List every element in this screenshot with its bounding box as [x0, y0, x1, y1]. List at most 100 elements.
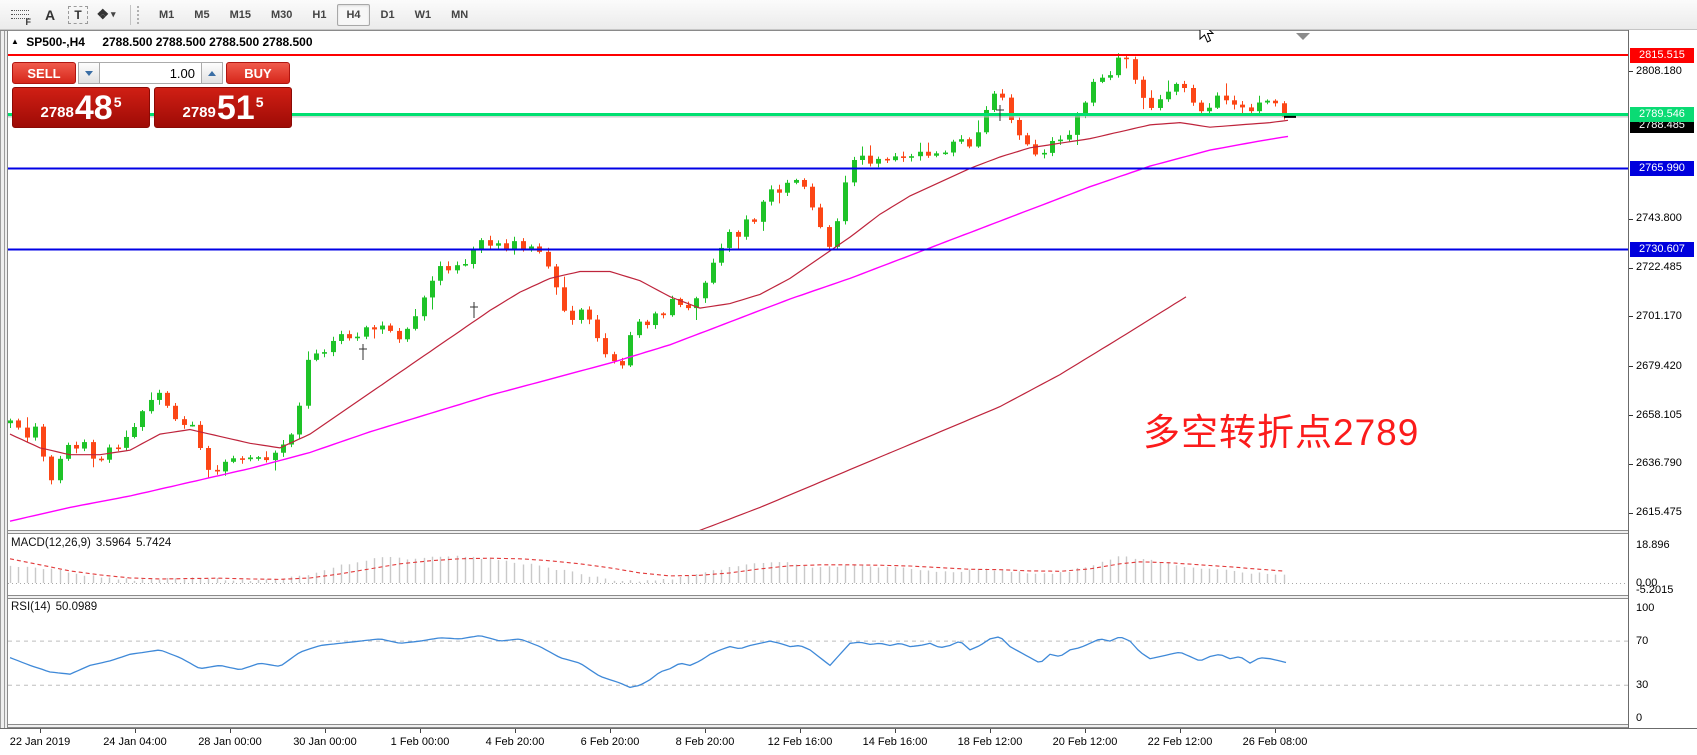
dropdown-arrow-icon: ▾	[111, 9, 116, 19]
buy-price-prefix: 2789	[182, 104, 216, 121]
price-tick	[1629, 316, 1633, 318]
timeframe-d1[interactable]: D1	[380, 8, 395, 21]
time-label: 30 Jan 00:00	[293, 736, 357, 748]
price-label: 2808.180	[1636, 64, 1682, 77]
time-tick	[1275, 729, 1276, 733]
toolbar-separator	[130, 4, 131, 25]
macd-main-value: 3.5964	[95, 537, 132, 549]
rsi-indicator-label: RSI(14) 50.0989	[11, 601, 102, 613]
price-tick	[1629, 463, 1633, 465]
down-arrow-icon	[85, 70, 93, 76]
rsi-axis-label: 70	[1636, 635, 1649, 648]
time-tick	[40, 729, 41, 733]
time-label: 18 Feb 12:00	[957, 736, 1023, 748]
time-label: 4 Feb 20:00	[485, 736, 545, 748]
text-box-icon[interactable]: T	[68, 5, 88, 24]
price-badge-green: 2789.546	[1630, 107, 1694, 123]
time-label: 6 Feb 20:00	[580, 736, 640, 748]
time-label: 14 Feb 16:00	[862, 736, 928, 748]
price-axis[interactable]: 2815.515 2808.180 2789.546 2788.485 2765.990…	[1628, 30, 1697, 728]
price-tick	[1629, 512, 1633, 514]
time-label: 22 Jan 2019	[9, 736, 71, 748]
macd-axis-label: 0.00	[1636, 577, 1658, 589]
up-arrow-icon	[208, 70, 216, 76]
price-label: 2658.105	[1636, 408, 1682, 421]
macd-name: MACD(12,26,9)	[11, 537, 91, 549]
time-tick	[230, 729, 231, 733]
timeframe-h1[interactable]: H1	[312, 8, 327, 21]
sell-button[interactable]: SELL	[12, 62, 76, 84]
symbol-period-label: SP500-,H4	[26, 35, 85, 49]
ohlc-quotes-label: 2788.500 2788.500 2788.500 2788.500	[102, 35, 313, 49]
sell-price-sup: 5	[113, 94, 122, 110]
time-label: 20 Feb 12:00	[1052, 736, 1118, 748]
rsi-name: RSI(14)	[11, 601, 51, 613]
time-tick	[325, 729, 326, 733]
price-badge-blue: 2765.990	[1630, 161, 1694, 177]
price-tick	[1629, 415, 1633, 417]
timeframe-mn[interactable]: MN	[451, 8, 469, 21]
time-tick	[420, 729, 421, 733]
text-label-icon[interactable]: A	[44, 6, 56, 23]
fibonacci-retracement-icon[interactable]: F	[8, 4, 32, 27]
buy-price-sup: 5	[255, 94, 264, 110]
timeframe-bar: M1 M5 M15 M30 H1 H4 D1 W1 MN	[150, 3, 479, 26]
time-tick	[1085, 729, 1086, 733]
buy-price-big: 51	[216, 88, 255, 127]
toolbar-grip[interactable]	[137, 5, 142, 24]
price-tick	[1629, 267, 1633, 269]
price-badge-blue: 2730.607	[1630, 242, 1694, 258]
buy-price-button[interactable]: 2789 51 5	[154, 87, 292, 128]
collapse-arrow-icon[interactable]: ▲	[11, 37, 19, 46]
time-tick	[705, 729, 706, 733]
rsi-axis-label: 0	[1636, 712, 1643, 725]
time-tick	[895, 729, 896, 733]
macd-axis-label: -5.2015	[1636, 584, 1674, 596]
time-tick	[800, 729, 801, 733]
price-label: 2679.420	[1636, 359, 1682, 372]
price-tick	[1629, 366, 1633, 368]
time-tick	[990, 729, 991, 733]
pane-divider-macd-rsi[interactable]	[8, 595, 1628, 599]
timeframe-m5[interactable]: M5	[194, 8, 210, 21]
time-label: 12 Feb 16:00	[767, 736, 833, 748]
fibonacci-lines-glyph: F	[11, 7, 31, 27]
timeframe-w1[interactable]: W1	[414, 8, 432, 21]
rsi-axis-label: 30	[1636, 679, 1649, 692]
macd-signal-value: 5.7424	[136, 537, 172, 549]
time-label: 22 Feb 12:00	[1147, 736, 1213, 748]
buy-button[interactable]: BUY	[226, 62, 290, 84]
pane-divider-main-macd[interactable]	[8, 530, 1628, 534]
price-label: 2722.485	[1636, 261, 1682, 274]
arrows-tool-icon[interactable]: ❖ ▾	[94, 4, 118, 26]
price-tick	[1629, 71, 1633, 73]
timeframe-m30[interactable]: M30	[270, 8, 293, 21]
price-badge-red: 2815.515	[1630, 48, 1694, 63]
macd-indicator-label: MACD(12,26,9) 3.5964 5.7424	[11, 537, 176, 549]
chart-title: ▲ SP500-,H4 2788.500 2788.500 2788.500 2…	[11, 35, 313, 49]
arrows-glyph: ❖	[96, 6, 110, 22]
price-label: 2615.475	[1636, 506, 1682, 519]
time-tick	[610, 729, 611, 733]
timeframe-h4[interactable]: H4	[337, 3, 370, 26]
sell-price-big: 48	[74, 88, 113, 127]
time-tick	[1180, 729, 1181, 733]
rsi-axis-label: 100	[1636, 602, 1655, 614]
pane-divider-rsi-time[interactable]	[8, 724, 1628, 728]
time-axis[interactable]: 22 Jan 2019 24 Jan 04:00 28 Jan 00:00 30 Ja…	[0, 728, 1697, 755]
sell-price-button[interactable]: 2788 48 5	[12, 87, 150, 128]
volume-input[interactable]	[100, 62, 201, 84]
volume-decrease-button[interactable]	[78, 62, 100, 84]
timeframe-m15[interactable]: M15	[229, 8, 251, 21]
timeframe-m1[interactable]: M1	[159, 8, 175, 21]
time-label: 28 Jan 00:00	[198, 736, 262, 748]
time-label: 8 Feb 20:00	[675, 736, 735, 748]
time-label: 26 Feb 08:00	[1242, 736, 1308, 748]
volume-increase-button[interactable]	[201, 62, 223, 84]
price-label: 2636.790	[1636, 457, 1682, 470]
time-tick	[515, 729, 516, 733]
sell-price-prefix: 2788	[40, 104, 74, 121]
time-label: 1 Feb 00:00	[390, 736, 450, 748]
